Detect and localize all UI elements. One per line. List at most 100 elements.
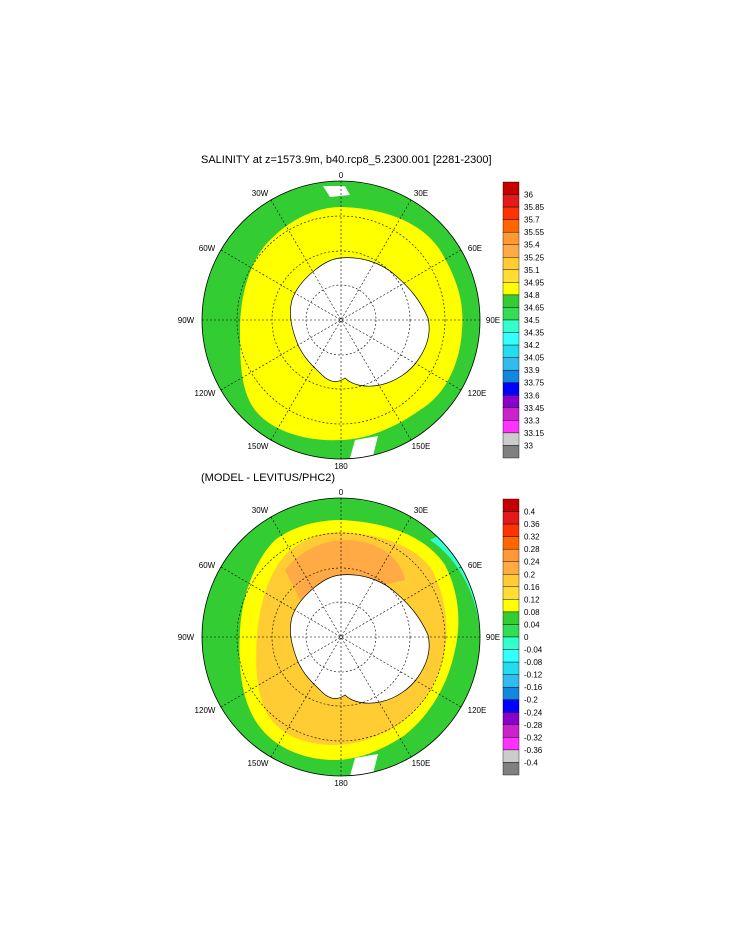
panel1-lon-label: 120W: [195, 389, 216, 398]
panel1-colorbar-box: [502, 219, 520, 233]
panel1-colorbar-label: 33.15: [524, 429, 545, 438]
panel1-colorbar-label: 33.3: [524, 416, 540, 425]
panel1-colorbar-box: [502, 432, 520, 446]
panel2-colorbar-box: [502, 661, 520, 675]
panel1-colorbar-label: 35.1: [524, 266, 540, 275]
panel2-lon-label: 30W: [252, 506, 269, 515]
panel2-colorbar-label: -0.2: [524, 696, 538, 705]
panel1-lon-label: 90W: [178, 316, 195, 325]
panel2-colorbar-label: 0.08: [524, 608, 540, 617]
panel2-colorbar-label: 0.16: [524, 583, 540, 592]
panel2-colorbar-label: -0.4: [524, 758, 538, 767]
panel1-colorbar-label: 33.9: [524, 366, 540, 375]
panel2-colorbar-label: -0.12: [524, 671, 543, 680]
panel1-colorbar-box: [502, 445, 520, 459]
panel1-colorbar-label: 35.25: [524, 253, 545, 262]
panel2-colorbar-box: [502, 762, 520, 776]
panel1-lon-label: 150E: [412, 442, 431, 451]
panel2-colorbar-box: [502, 536, 520, 550]
panel2-lon-label: 60W: [199, 561, 216, 570]
panel1-colorbar-box: [502, 332, 520, 346]
panel2-graticule: [202, 498, 480, 776]
panel2-lon-label: 0: [339, 488, 344, 497]
panel2-lon-labels: 0 30E 60E 90E 120E 150E 180 150W 120W 90W 60W 30W: [178, 488, 500, 788]
panel1-colorbar-box: [502, 407, 520, 421]
panel2-colorbar-label: 0.04: [524, 620, 540, 629]
panel1-colorbar-label: 35.4: [524, 241, 540, 250]
panel1-colorbar-box: [502, 307, 520, 321]
panel1-colorbar-box: [502, 369, 520, 383]
panel2-colorbar-box: [502, 599, 520, 613]
panel2-colorbar-label: 0.32: [524, 533, 540, 542]
panel1-colorbar-label: 33.6: [524, 391, 540, 400]
panel2-colorbar-box: [502, 749, 520, 763]
panel1-lon-label: 90E: [486, 316, 500, 325]
panel1-colorbar-box: [502, 357, 520, 371]
panel2-colorbar-box: [502, 649, 520, 663]
panel1-lon-label: 0: [339, 171, 344, 180]
panel2-lon-label: 150W: [248, 759, 269, 768]
panel2-colorbar-box: [502, 574, 520, 588]
panel1-colorbar-box: [502, 319, 520, 333]
panel2-colorbar-box: [502, 724, 520, 738]
panel1-colorbar-label: 35.7: [524, 216, 540, 225]
panel2-colorbar-label: -0.24: [524, 708, 543, 717]
panel2-colorbar-box: [502, 586, 520, 600]
panel1-colorbar-label: 36: [524, 191, 533, 200]
panel1-colorbar-label: 35.55: [524, 228, 545, 237]
panel1-colorbar-label: 34.35: [524, 329, 545, 338]
panel2-ice-1: [350, 754, 378, 776]
panel2-colorbar-box: [502, 737, 520, 751]
panel1-colorbar-box: [502, 294, 520, 308]
panel2-colorbar-box: [502, 561, 520, 575]
panel1-colorbar-label: 33.75: [524, 379, 545, 388]
panel1-colorbar-label: 33: [524, 441, 533, 450]
panel2-colorbar-label: 0: [524, 633, 529, 642]
panel2-colorbar: 0.4 0.36 0.32 0.28 0.24 0.2 0.16 0.12 0.08 0.04 0 -…: [502, 498, 543, 776]
panel1-lon-label: 150W: [248, 442, 269, 451]
panel2-colorbar-box: [502, 636, 520, 650]
panel1-antarctica: [290, 257, 430, 387]
panel1-colorbar-box: [502, 181, 520, 195]
panel2-lon-label: 30E: [414, 506, 428, 515]
panel1-colorbar-label: 34.65: [524, 303, 545, 312]
panel1-colorbar-box: [502, 206, 520, 220]
panel2-colorbar-label: 0.2: [524, 570, 536, 579]
panel1-colorbar-box: [502, 344, 520, 358]
panel1-colorbar-label: 34.05: [524, 354, 545, 363]
panel2-colorbar-label: -0.08: [524, 658, 543, 667]
panel2-colorbar-label: -0.32: [524, 733, 543, 742]
panel2-colorbar-box: [502, 523, 520, 537]
panel2-colorbar-box: [502, 611, 520, 625]
panel1-colorbar-box: [502, 420, 520, 434]
panel1-lon-label: 60E: [468, 244, 482, 253]
panel2-lon-label: 90W: [178, 633, 195, 642]
panel1-ice-2: [350, 436, 378, 459]
panel2-colorbar-box: [502, 511, 520, 525]
panel2-colorbar-box: [502, 699, 520, 713]
panel1-colorbar-box: [502, 257, 520, 271]
panel1-colorbar-label: 33.45: [524, 404, 545, 413]
panel2-colorbar-box: [502, 712, 520, 726]
panel1-colorbar: 36 35.85 35.7 35.55 35.4 35.25 35.1 34.95 34.8 34…: [502, 181, 545, 459]
panel2-colorbar-label: 0.36: [524, 520, 540, 529]
panel1-colorbar-label: 34.2: [524, 341, 540, 350]
panel1-lon-label: 180: [334, 462, 348, 471]
panel1-colorbar-label: 34.5: [524, 316, 540, 325]
panel2-colorbar-label: 0.24: [524, 558, 540, 567]
panel1-map: 0 30E 60E 90E 120E 150E 180 150W 120W 90W 60W 30W: [178, 171, 500, 471]
panel2-colorbar-label: -0.36: [524, 746, 543, 755]
panel1-lon-label: 120E: [468, 389, 487, 398]
panel1-colorbar-label: 35.85: [524, 203, 545, 212]
panel1-lon-label: 60W: [199, 244, 216, 253]
panel1-colorbar-box: [502, 282, 520, 296]
panel2-colorbar-box: [502, 624, 520, 638]
panel2-lon-label: 150E: [412, 759, 431, 768]
panel2-colorbar-label: 0.4: [524, 508, 536, 517]
panel2-lon-label: 120W: [195, 706, 216, 715]
panel2-colorbar-label: -0.04: [524, 646, 543, 655]
panel1-graticule: [202, 181, 480, 459]
panel1-colorbar-box: [502, 395, 520, 409]
panel2-lon-label: 90E: [486, 633, 500, 642]
